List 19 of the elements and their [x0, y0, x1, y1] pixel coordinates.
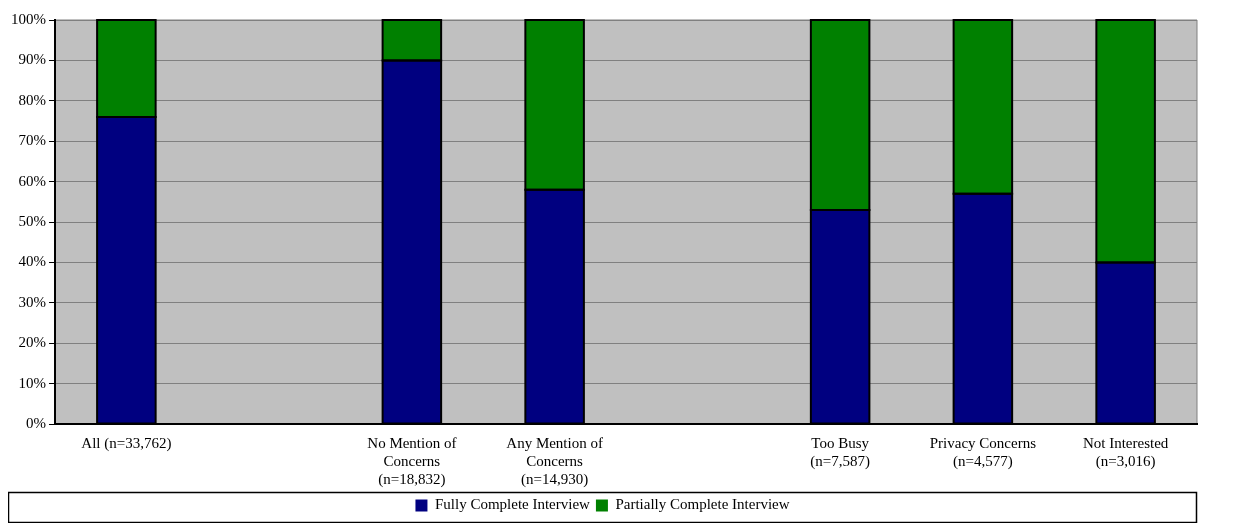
y-tick-label: 40%: [18, 253, 46, 270]
y-tick-label: 50%: [18, 212, 46, 229]
x-tick-label: Not Interested (n=3,016): [1082, 434, 1169, 470]
legend-label: Fully Complete Interview: [434, 496, 591, 513]
x-tick-label: No Mention of Concerns (n=18,832): [367, 434, 457, 488]
x-tick-label: Privacy Concerns (n=4,577): [929, 434, 1037, 470]
y-tick-label: 70%: [18, 132, 46, 149]
y-tick-label: 60%: [18, 172, 46, 189]
y-tick-label: 10%: [18, 374, 46, 391]
legend-label: Partially Complete Interview: [615, 496, 790, 513]
y-tick-label: 100%: [11, 10, 46, 27]
y-tick-label: 80%: [18, 91, 46, 108]
y-tick-label: 90%: [18, 51, 46, 68]
x-tick-label: All (n=33,762): [81, 434, 172, 452]
y-tick-label: 20%: [18, 334, 46, 351]
y-tick-label: 30%: [18, 293, 46, 310]
x-tick-label: Any Mention of Concerns (n=14,930): [506, 434, 603, 488]
y-tick-label: 0%: [26, 414, 46, 431]
x-tick-label: Too Busy (n=7,587): [810, 434, 870, 470]
